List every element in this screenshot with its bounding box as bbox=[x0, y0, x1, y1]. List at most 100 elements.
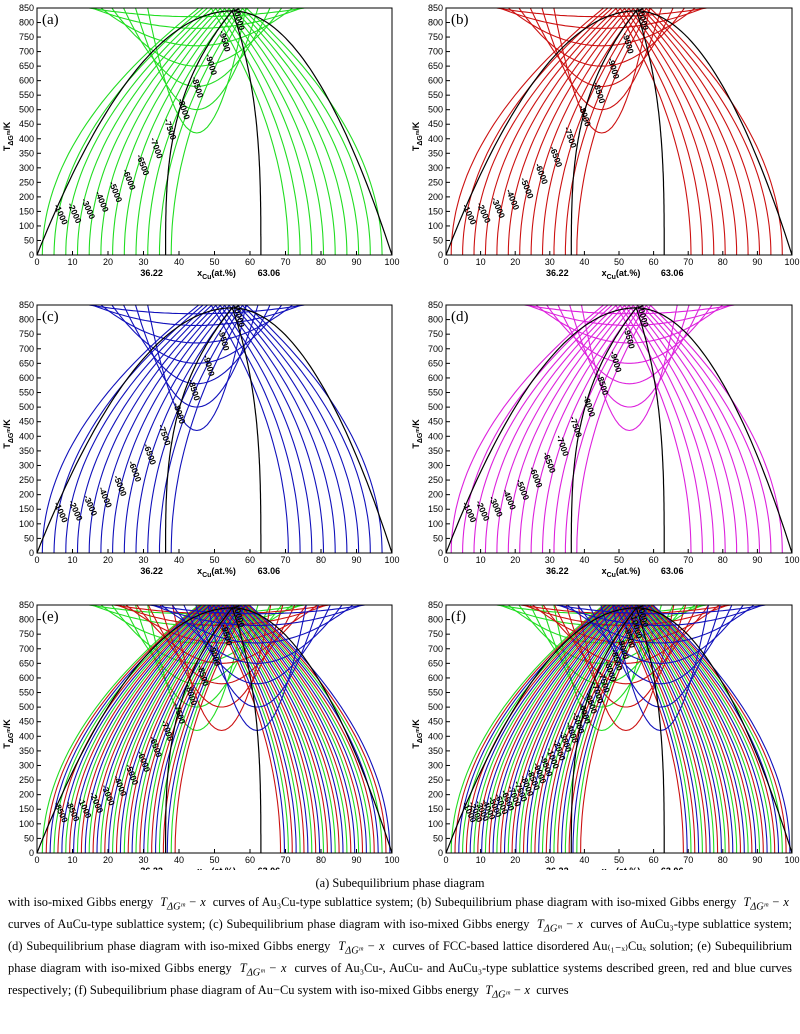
x-tick-label: 0 bbox=[443, 257, 448, 267]
contour-line bbox=[209, 605, 285, 853]
y-tick-label: 50 bbox=[24, 235, 34, 245]
contour-line bbox=[76, 305, 213, 553]
contour-line bbox=[231, 605, 344, 853]
contour-line bbox=[53, 8, 204, 255]
x-tick-label: 100 bbox=[384, 257, 399, 267]
contour-line bbox=[538, 605, 637, 853]
contour-line bbox=[473, 305, 613, 553]
contour-line bbox=[580, 605, 653, 853]
y-tick-label: 300 bbox=[428, 163, 443, 173]
contour-line bbox=[473, 8, 613, 255]
contour-line bbox=[549, 605, 642, 853]
contour-line bbox=[618, 605, 700, 853]
y-tick-label: 350 bbox=[19, 746, 34, 756]
contour-line bbox=[635, 605, 745, 853]
x-tick-label: 0 bbox=[34, 257, 39, 267]
contour-line bbox=[217, 605, 309, 853]
x-tick-label: 80 bbox=[316, 555, 326, 565]
contour-line bbox=[622, 605, 711, 853]
x-tick-label: 100 bbox=[784, 555, 799, 565]
y-tick-label: 550 bbox=[428, 90, 443, 100]
y-tick-label: 400 bbox=[19, 731, 34, 741]
contour-line bbox=[88, 8, 217, 255]
gap-right-label: 63.06 bbox=[661, 866, 684, 870]
contour-label: -8000 bbox=[176, 97, 192, 121]
contour-line bbox=[112, 305, 226, 553]
contour-line bbox=[108, 605, 225, 853]
x-tick-label: 30 bbox=[138, 257, 148, 267]
contour-line bbox=[232, 305, 348, 553]
contour-line bbox=[223, 605, 325, 853]
contour-line bbox=[615, 605, 692, 853]
y-tick-label: 750 bbox=[428, 32, 443, 42]
contour-line bbox=[628, 605, 726, 853]
contour-line bbox=[171, 605, 272, 732]
caption-part-g: curves bbox=[536, 983, 569, 998]
chart-panel: -10000-9500 -9000-8500-8000-7500-6500-600… bbox=[2, 300, 400, 579]
y-axis-label: TΔGm/K bbox=[2, 419, 15, 449]
x-tick-label: 70 bbox=[280, 855, 290, 865]
contour-line bbox=[525, 305, 733, 326]
x-tick-label: 70 bbox=[280, 555, 290, 565]
contour-line bbox=[645, 305, 772, 553]
contour-line bbox=[541, 605, 639, 853]
contour-line bbox=[160, 605, 354, 644]
y-tick-label: 400 bbox=[428, 431, 443, 441]
contour-line bbox=[530, 305, 635, 553]
contour-label: -5000 bbox=[112, 474, 129, 498]
contour-line bbox=[640, 605, 761, 853]
x-tick-label: 70 bbox=[280, 257, 290, 267]
chart-panel: -10000-9500-9000-8500-8000-7500-7000-650… bbox=[2, 600, 400, 870]
y-tick-label: 100 bbox=[428, 519, 443, 529]
contour-line bbox=[630, 605, 734, 853]
y-axis-label: TΔGm/K bbox=[411, 121, 424, 151]
contour-line bbox=[503, 605, 624, 853]
contour-line bbox=[619, 305, 703, 553]
y-tick-label: 200 bbox=[428, 490, 443, 500]
y-tick-label: 100 bbox=[19, 819, 34, 829]
plot-area: -10000-9500 -9000-8500-8000-7500-6500-600… bbox=[37, 305, 392, 553]
contour-line bbox=[632, 605, 738, 853]
plot-area: -10000-10000-9500-9000-8500-8000-7500-70… bbox=[446, 605, 792, 853]
y-tick-label: 800 bbox=[19, 315, 34, 325]
contour-line bbox=[122, 8, 271, 88]
caption-part-c: curves of AuCu-type sublattice system; (… bbox=[8, 917, 530, 931]
contour-line bbox=[633, 605, 741, 853]
contour-line bbox=[521, 305, 738, 315]
y-tick-label: 550 bbox=[428, 688, 443, 698]
contour-label: -8500 bbox=[190, 75, 206, 99]
contour-line bbox=[73, 605, 211, 853]
gap-left-label: 36.22 bbox=[140, 268, 163, 278]
contour-line bbox=[462, 305, 609, 553]
contour-line bbox=[96, 605, 220, 853]
contour-line bbox=[530, 8, 635, 255]
y-tick-label: 200 bbox=[428, 790, 443, 800]
y-tick-label: 250 bbox=[428, 475, 443, 485]
y-tick-label: 50 bbox=[433, 533, 443, 543]
y-tick-label: 750 bbox=[19, 32, 34, 42]
contour-line bbox=[646, 605, 776, 853]
contour-line bbox=[577, 605, 744, 664]
contour-label: -8000 bbox=[581, 394, 597, 418]
y-tick-label: 800 bbox=[19, 615, 34, 625]
y-tick-label: 0 bbox=[438, 548, 443, 558]
contour-line bbox=[531, 605, 721, 644]
y-tick-label: 150 bbox=[19, 206, 34, 216]
contour-label: -9000 bbox=[201, 354, 217, 378]
y-tick-label: 700 bbox=[428, 644, 443, 654]
contour-line bbox=[557, 605, 764, 626]
gap-left-label: 36.22 bbox=[546, 866, 569, 870]
x-tick-label: 60 bbox=[649, 555, 659, 565]
x-tick-label: 60 bbox=[649, 257, 659, 267]
figure-caption: (a) Subequilibrium phase diagram with is… bbox=[8, 874, 792, 1004]
contour-line bbox=[100, 605, 222, 853]
contour-line bbox=[492, 605, 620, 853]
contour-line bbox=[65, 305, 208, 553]
contour-line bbox=[100, 305, 294, 344]
caption-body: with iso-mixed Gibbs energy TΔGᵐ − x cur… bbox=[8, 893, 792, 1004]
y-tick-label: 0 bbox=[29, 548, 34, 558]
contour-label: -3000 bbox=[82, 493, 100, 517]
contour-line bbox=[519, 8, 630, 255]
y-axis-label: TΔGm/K bbox=[411, 419, 424, 449]
contour-line bbox=[639, 605, 757, 853]
